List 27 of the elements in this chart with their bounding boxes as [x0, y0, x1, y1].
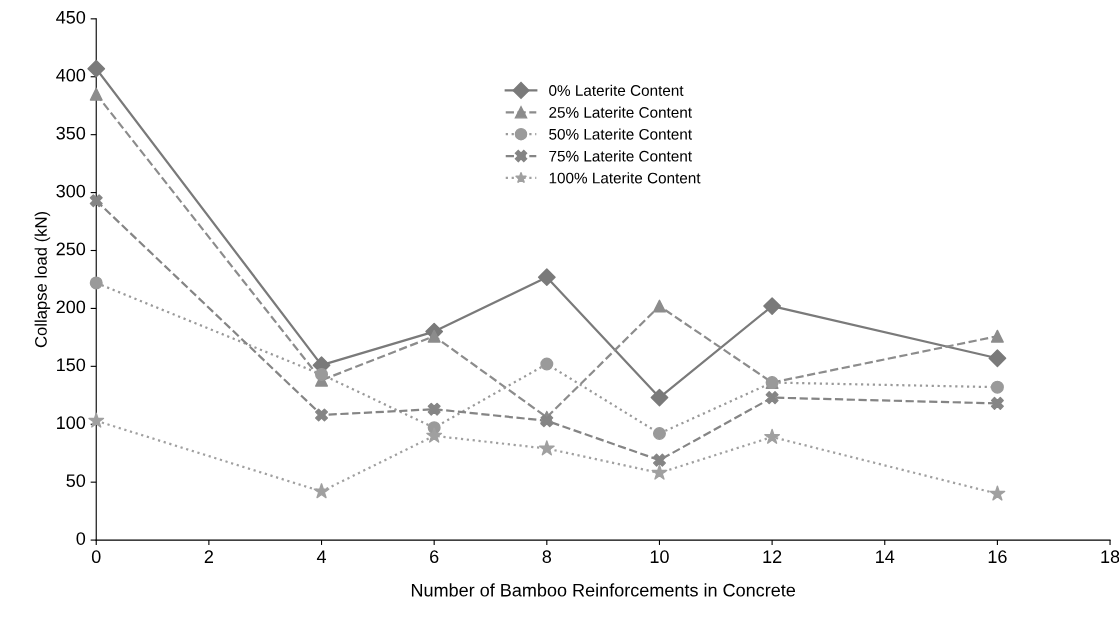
y-tick-label: 300 — [56, 184, 86, 198]
x-tick-label: 16 — [988, 550, 1007, 564]
y-tick-label: 100 — [57, 416, 86, 430]
legend-label: 25% Laterite Content — [549, 106, 692, 118]
legend-label: 100% Laterite Content — [549, 172, 701, 184]
x-tick-label: 0 — [91, 550, 101, 564]
x-axis-title: Number of Bamboo Reinforcements in Concrete — [411, 583, 796, 597]
x-tick-label: 8 — [542, 550, 552, 564]
y-tick-label: 0 — [76, 532, 86, 545]
y-tick-label: 150 — [57, 358, 86, 372]
y-tick-label: 50 — [66, 474, 86, 488]
x-tick-label: 14 — [876, 550, 895, 563]
y-tick-label: 350 — [56, 126, 86, 140]
x-tick-label: 18 — [1101, 550, 1119, 564]
x-tick-label: 4 — [316, 550, 327, 563]
y-tick-label: 200 — [56, 300, 86, 314]
y-axis-title: Collapse load (kN) — [34, 211, 51, 348]
x-tick-label: 6 — [430, 550, 439, 564]
x-tick-label: 2 — [204, 550, 213, 563]
y-tick-label: 400 — [56, 68, 86, 82]
legend-label: 50% Laterite Content — [549, 128, 692, 140]
x-tick-label: 10 — [650, 550, 669, 564]
legend-label: 75% Laterite Content — [549, 150, 692, 162]
y-tick-label: 250 — [56, 242, 86, 256]
x-tick-label: 12 — [763, 550, 782, 563]
y-tick-label: 450 — [56, 10, 86, 24]
legend-label: 0% Laterite Content — [549, 84, 684, 96]
